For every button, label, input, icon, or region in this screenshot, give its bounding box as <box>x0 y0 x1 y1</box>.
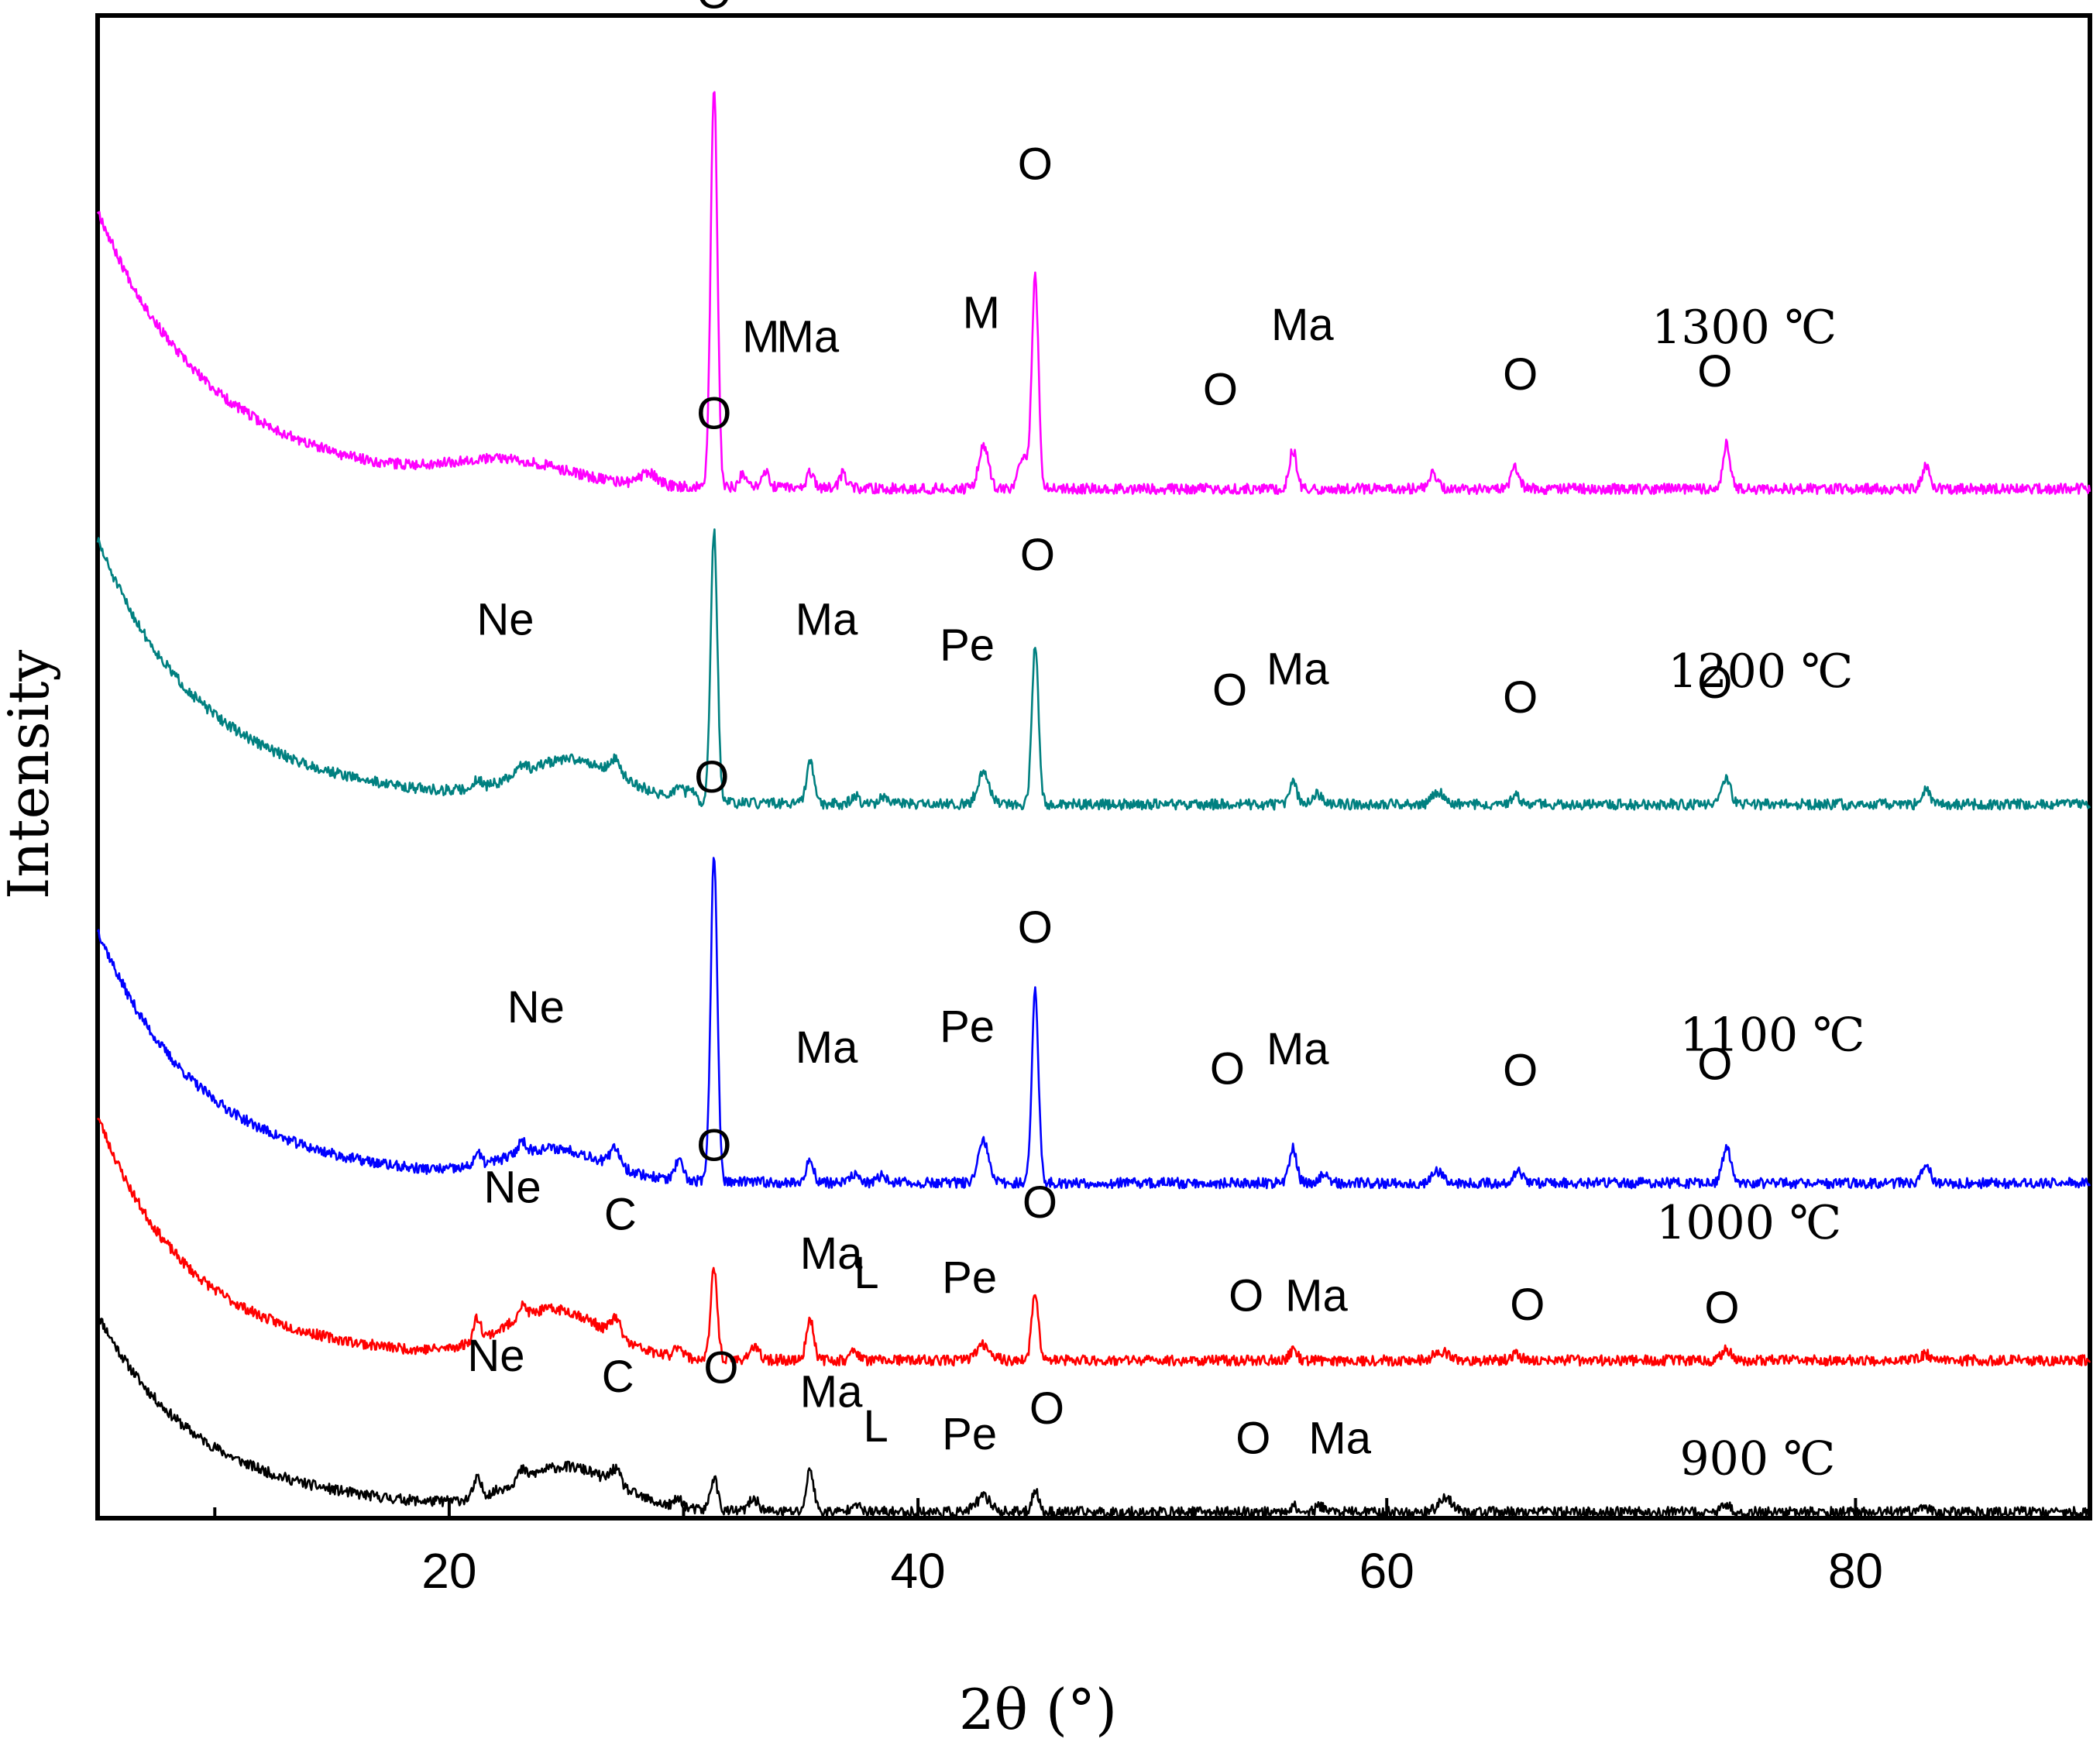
peak-label: O <box>1203 364 1238 414</box>
peak-label: Ma <box>796 594 858 644</box>
peak-label: O <box>694 752 729 802</box>
x-axis-ticks: 20 40 60 80 <box>213 1498 2091 1599</box>
series-line-1100 <box>96 857 2091 1190</box>
peak-label: L <box>863 1401 888 1452</box>
peak-label: Ne <box>467 1331 524 1381</box>
peak-label: Ma <box>796 1022 858 1073</box>
peak-label: O <box>1704 1283 1739 1333</box>
peak-label: Ma <box>1267 644 1329 694</box>
series-line-900 <box>96 1316 2091 1519</box>
x-axis-title: 2θ (°) <box>959 1677 1117 1742</box>
peak-label: Ma <box>800 1366 863 1417</box>
peak-label: Ma <box>1267 1024 1329 1074</box>
peak-label: O <box>1697 1039 1732 1090</box>
peak-label: O <box>1503 1045 1538 1095</box>
peak-label: O <box>1503 349 1538 400</box>
peak-label: Pe <box>942 1252 997 1303</box>
series-line-1200 <box>96 528 2091 811</box>
peak-label: Pe <box>940 620 995 670</box>
peak-label: O <box>1210 1043 1245 1094</box>
series-line-1300 <box>96 91 2091 496</box>
peak-label: Ma <box>1308 1414 1371 1464</box>
peak-label: O <box>696 1120 731 1170</box>
temperature-label: 900 ℃ <box>1679 1432 1835 1486</box>
peak-label: Ne <box>484 1163 541 1213</box>
peak-label: O <box>1510 1280 1545 1330</box>
peak-label: O <box>1697 346 1732 397</box>
temperature-label: 1000 ℃ <box>1656 1196 1841 1250</box>
x-tick-label: 60 <box>1359 1543 1414 1599</box>
peak-label: O <box>696 389 731 439</box>
peak-label: Pe <box>940 1002 995 1052</box>
peak-label: O <box>1029 1383 1064 1434</box>
peak-label: O <box>1018 902 1053 953</box>
series-layer <box>96 91 2091 1519</box>
peak-label: C <box>602 1352 634 1402</box>
plot-frame <box>95 13 2092 1520</box>
temperature-label: 1300 ℃ <box>1651 301 1837 355</box>
peak-label: Pe <box>942 1409 997 1459</box>
peak-label: O <box>703 1342 738 1393</box>
peak-label: O <box>1697 658 1732 708</box>
peak-label: O <box>1236 1414 1270 1464</box>
peak-label: M <box>742 312 779 363</box>
x-tick-label: 20 <box>421 1543 476 1599</box>
peak-label: Ne <box>507 982 565 1033</box>
peak-label: O <box>1018 139 1053 189</box>
peak-label: O <box>1503 672 1538 723</box>
peak-label: Ma <box>800 1228 863 1279</box>
series-line-1000 <box>96 1117 2091 1367</box>
peak-label: C <box>604 1190 637 1240</box>
peak-label: O <box>1212 665 1247 715</box>
peak-label: L <box>854 1248 878 1298</box>
peak-label: O <box>1023 1177 1057 1228</box>
temperature-label: 1200 ℃ <box>1668 644 1853 699</box>
peak-label: M <box>963 288 1000 338</box>
x-tick-label: 40 <box>890 1543 945 1599</box>
x-tick-label: 80 <box>1828 1543 1883 1599</box>
peak-label: Ne <box>476 594 534 644</box>
peak-label: O <box>696 0 731 18</box>
peak-label: Ma <box>777 312 840 363</box>
peak-label: O <box>1020 530 1055 580</box>
peak-label: Ma <box>1271 300 1334 350</box>
temperature-label: 1100 ℃ <box>1679 1009 1865 1063</box>
y-axis-title: Intensity <box>0 650 61 900</box>
peak-label: Ma <box>1285 1270 1348 1321</box>
peak-label: O <box>1229 1270 1263 1321</box>
